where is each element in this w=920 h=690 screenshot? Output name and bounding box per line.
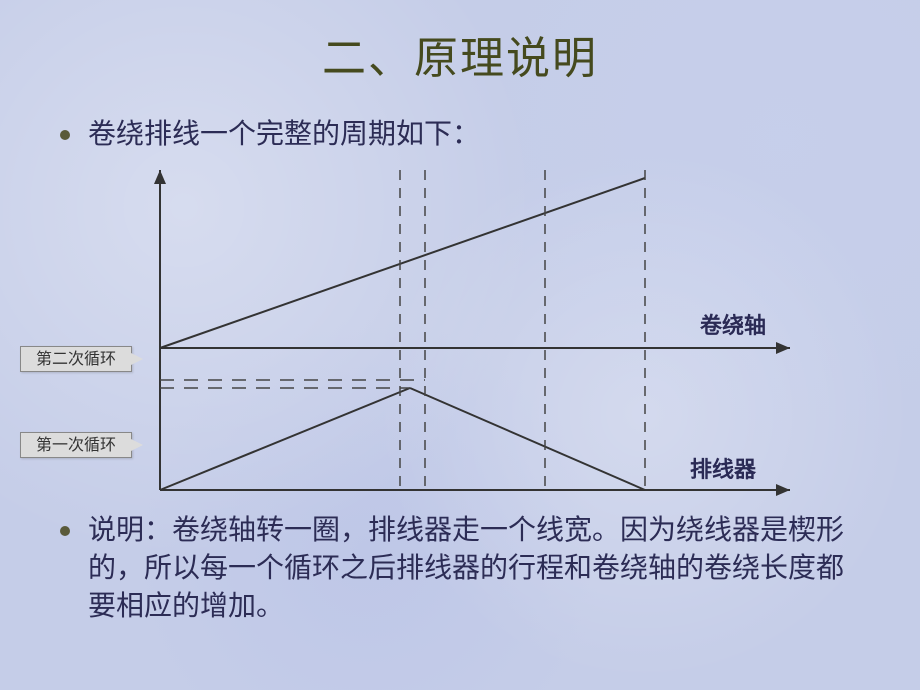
callout-second-cycle: 第二次循环 (20, 346, 132, 372)
diagram: 第二次循环 第一次循环 卷绕轴 排线器 (20, 160, 820, 510)
callout-first-cycle: 第一次循环 (20, 432, 132, 458)
bullet-dot-icon (60, 526, 70, 536)
bullet-1-text: 卷绕排线一个完整的周期如下： (88, 116, 480, 154)
axis-label-winding: 卷绕轴 (700, 308, 766, 340)
axis-label-traverse: 排线器 (690, 452, 756, 484)
bullet-2: 说明：卷绕轴转一圈，排线器走一个线宽。因为绕线器是楔形的，所以每一个循环之后排线… (60, 512, 860, 625)
bullet-1: 卷绕排线一个完整的周期如下： (60, 116, 480, 154)
bullet-2-text: 说明：卷绕轴转一圈，排线器走一个线宽。因为绕线器是楔形的，所以每一个循环之后排线… (88, 512, 860, 625)
bullet-dot-icon (60, 130, 70, 140)
page-title: 二、原理说明 (0, 0, 920, 86)
